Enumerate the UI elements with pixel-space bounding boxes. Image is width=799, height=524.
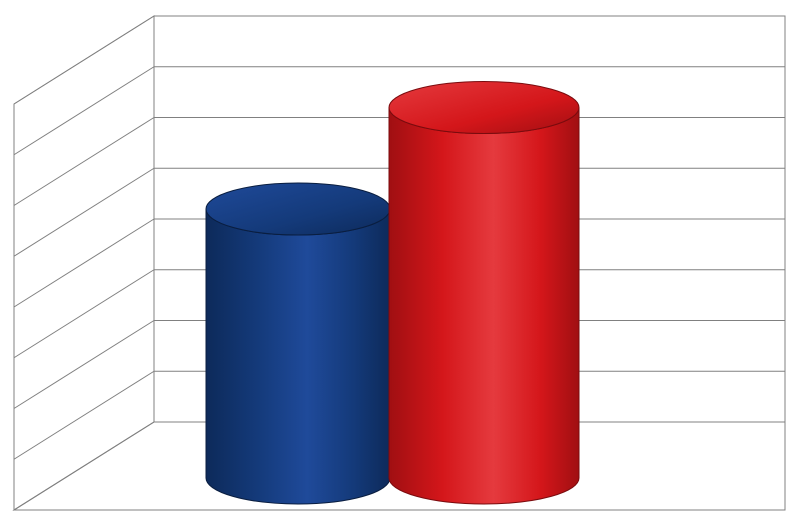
gridline-left [14, 168, 154, 256]
gridline-left [14, 321, 154, 409]
gridline-left [14, 422, 154, 510]
gridline-left [14, 67, 154, 155]
gridline-left [14, 270, 154, 358]
bar-cylinder-series-2 [389, 82, 579, 504]
gridline-left [14, 371, 154, 459]
bar-cylinder-series-1 [206, 183, 390, 504]
gridline-left [14, 16, 154, 104]
gridline-left [14, 118, 154, 206]
bar-chart-3d [0, 0, 799, 524]
gridline-left [14, 219, 154, 307]
